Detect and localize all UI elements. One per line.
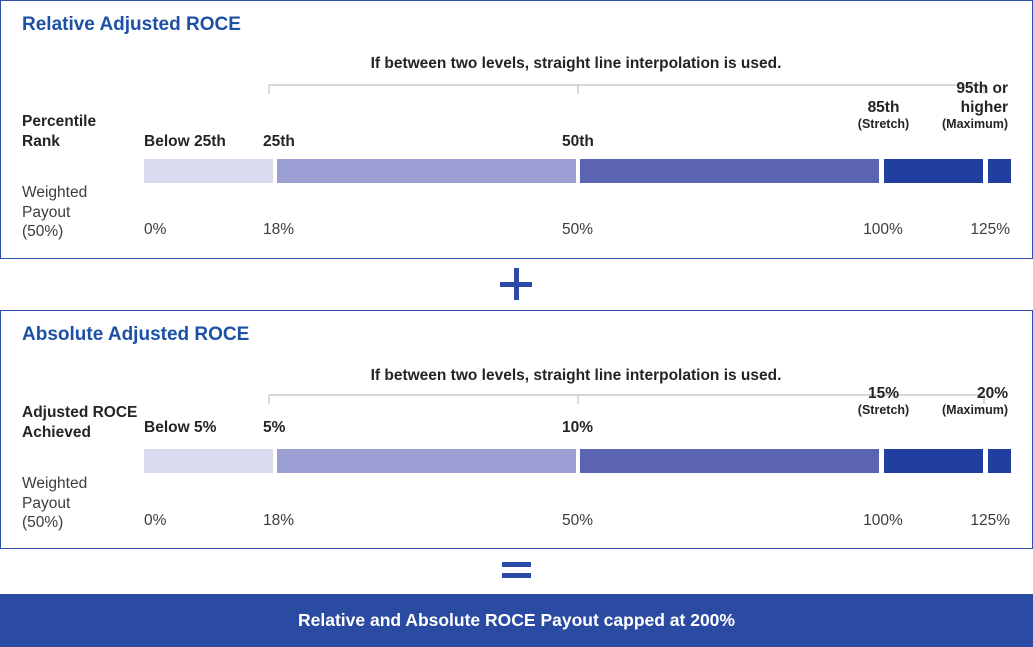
payout-scale-bar <box>144 449 1011 473</box>
interpolation-note: If between two levels, straight line int… <box>370 367 782 384</box>
payout-value-maximum: 125% <box>970 512 1010 529</box>
bar-segment-below <box>144 449 273 473</box>
payout-cap-banner: Relative and Absolute ROCE Payout capped… <box>0 594 1033 647</box>
bar-segment-stretch <box>884 449 983 473</box>
absolute-roce-panel: Absolute Adjusted ROCE If between two le… <box>0 310 1033 549</box>
plus-vertical-stroke <box>513 268 519 300</box>
level-label-below: Below 5% <box>144 419 217 436</box>
relative-roce-panel: Relative Adjusted ROCE If between two le… <box>0 0 1033 259</box>
level-label-target: 10% <box>562 419 594 436</box>
level-label-maximum-qualifier: (Maximum) <box>942 117 1008 131</box>
payout-value-stretch: 100% <box>863 221 903 238</box>
level-label-target: 50th <box>562 133 594 150</box>
bar-segment-maximum <box>988 449 1011 473</box>
level-label-maximum-value: 95th or higher <box>956 80 1008 116</box>
bar-segment-target <box>580 159 879 183</box>
payout-value-below: 0% <box>144 512 167 529</box>
payout-value-maximum: 125% <box>970 221 1010 238</box>
level-label-maximum-value: 20% <box>976 385 1008 402</box>
level-label-below: Below 25th <box>144 133 226 150</box>
interpolation-bracket <box>268 84 985 94</box>
payout-value-below: 0% <box>144 221 167 238</box>
level-label-stretch-qualifier: (Stretch) <box>857 403 910 417</box>
row-label: Percentile Rank <box>22 113 97 150</box>
payout-value-target: 50% <box>562 221 594 238</box>
interpolation-bracket <box>268 394 985 404</box>
bar-segment-maximum <box>988 159 1011 183</box>
level-label-threshold: 25th <box>263 133 295 150</box>
bar-segment-threshold <box>277 159 576 183</box>
weighted-payout-label: Weighted Payout (50%) <box>22 475 88 531</box>
bar-segment-threshold <box>277 449 576 473</box>
weighted-payout-label: Weighted Payout (50%) <box>22 184 88 240</box>
plus-operator <box>500 268 532 300</box>
equals-bottom-stroke <box>502 573 531 578</box>
level-label-stretch-value: 15% <box>867 385 900 402</box>
payout-scale-bar <box>144 159 1011 183</box>
panel-title: Absolute Adjusted ROCE <box>22 324 250 345</box>
payout-value-stretch: 100% <box>863 512 903 529</box>
level-label-threshold: 5% <box>263 419 286 436</box>
level-label-stretch-value: 85th <box>867 99 900 116</box>
level-label-maximum: 95th or higher (Maximum) <box>874 60 1008 151</box>
level-label-stretch: 15% (Stretch) <box>821 365 946 437</box>
payout-value-target: 50% <box>562 512 594 529</box>
equals-top-stroke <box>502 562 531 567</box>
level-label-stretch: 85th (Stretch) <box>821 79 946 151</box>
panel-title: Relative Adjusted ROCE <box>22 14 241 35</box>
level-label-maximum-qualifier: (Maximum) <box>942 403 1008 417</box>
bar-segment-below <box>144 159 273 183</box>
bar-segment-stretch <box>884 159 983 183</box>
equals-operator <box>502 562 531 578</box>
payout-value-threshold: 18% <box>263 221 295 238</box>
bar-segment-target <box>580 449 879 473</box>
interpolation-note: If between two levels, straight line int… <box>370 55 782 72</box>
payout-cap-banner-text: Relative and Absolute ROCE Payout capped… <box>298 610 735 630</box>
payout-value-threshold: 18% <box>263 512 295 529</box>
row-label: Adjusted ROCE Achieved <box>22 404 138 441</box>
level-label-maximum: 20% (Maximum) <box>874 365 1008 437</box>
level-label-stretch-qualifier: (Stretch) <box>857 117 910 131</box>
